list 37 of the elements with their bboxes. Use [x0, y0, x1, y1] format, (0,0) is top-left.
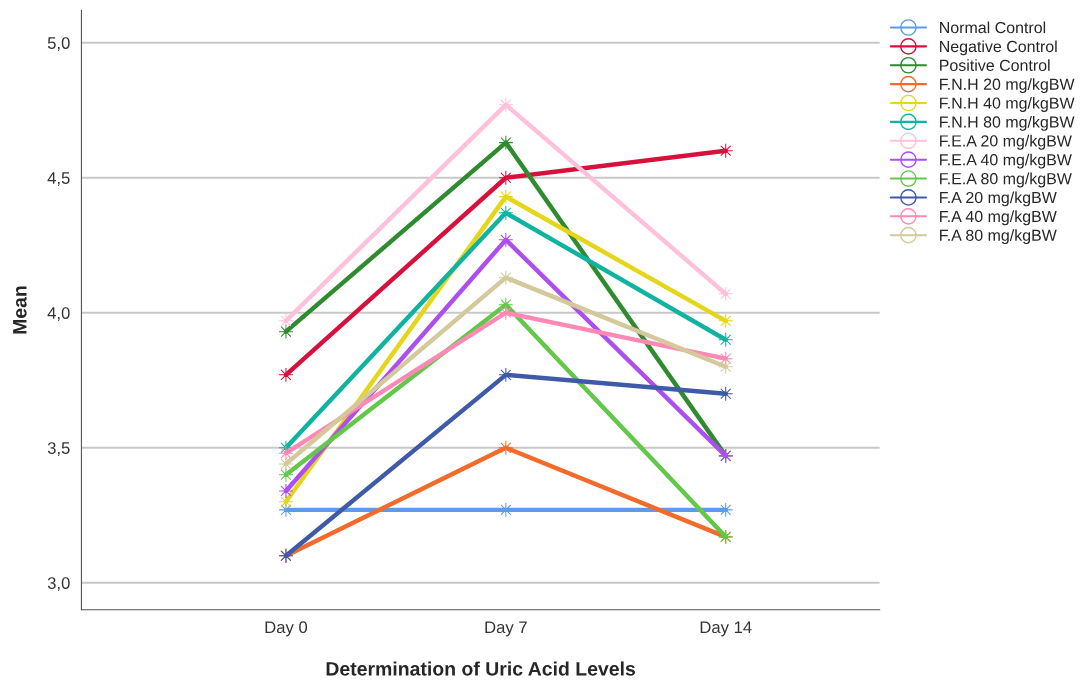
point: [718, 359, 734, 375]
legend-label: F.N.H 40 mg/kgBW: [940, 97, 1075, 112]
x-axis-title: Determination of Uric Acid Levels: [326, 661, 635, 676]
y-tick-label: 4,0: [47, 307, 70, 321]
point: [498, 135, 514, 151]
y-axis-title: Mean: [13, 286, 27, 334]
point: [718, 332, 734, 348]
legend-label: F.A 40 mg/kgBW: [940, 210, 1057, 226]
point: [498, 232, 514, 248]
y-tick-label: 3,5: [47, 442, 70, 456]
y-tick-label: 5,0: [47, 37, 70, 51]
legend-label: Negative Control: [940, 40, 1057, 56]
y-tick-label: 3,0: [47, 577, 70, 591]
point: [278, 324, 294, 340]
point: [718, 386, 734, 402]
legend-label: Positive Control: [940, 59, 1050, 72]
point: [498, 270, 514, 286]
point: [718, 502, 734, 518]
legend-label: F.E.A 80 mg/kgBW: [940, 172, 1072, 188]
legend-label: F.A 80 mg/kgBW: [940, 229, 1057, 245]
point: [718, 286, 734, 302]
legend-label: F.A 20 mg/kgBW: [940, 191, 1057, 207]
legend-label: Normal Control: [940, 21, 1046, 34]
x-tick-label: Day 0: [265, 621, 308, 637]
x-tick-label: Day 7: [485, 621, 527, 637]
legend-label: F.E.A 20 mg/kgBW: [940, 134, 1072, 150]
point: [718, 313, 734, 329]
point: [498, 205, 514, 221]
x-tick-label: Day 14: [700, 621, 752, 637]
legend-label: F.N.H 20 mg/kgBW: [940, 78, 1075, 94]
y-tick-label: 4,5: [47, 172, 70, 186]
point: [498, 97, 514, 113]
legend-label: F.N.H 80 mg/kgBW: [940, 115, 1075, 131]
point: [498, 440, 514, 456]
legend-label: F.E.A 40 mg/kgBW: [940, 153, 1072, 169]
point: [498, 189, 514, 205]
point: [718, 143, 734, 159]
